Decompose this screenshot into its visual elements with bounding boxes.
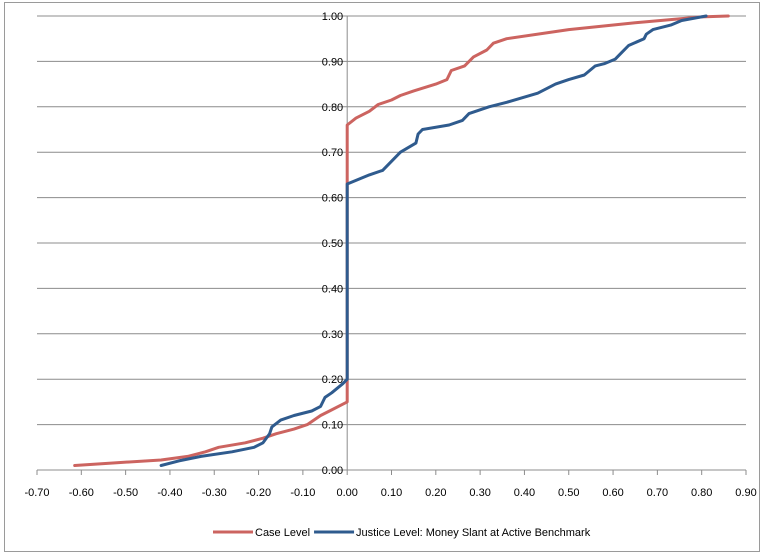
x-tick-label: 0.30 <box>469 487 490 499</box>
x-tick-label: -0.50 <box>113 487 138 499</box>
y-tick-label: 0.70 <box>322 147 343 159</box>
y-tick-label: 0.90 <box>322 56 343 68</box>
legend: Case Level Justice Level: Money Slant at … <box>213 527 591 539</box>
y-tick-label: 0.40 <box>322 283 343 295</box>
x-tick-label: -0.30 <box>202 487 227 499</box>
y-tick-label: 1.00 <box>322 11 343 23</box>
x-tick-label: 0.20 <box>425 487 446 499</box>
y-tick-label: 0.60 <box>322 193 343 205</box>
chart-frame <box>4 2 760 552</box>
y-tick-label: 0.20 <box>322 374 343 386</box>
y-tick-labels: 0.00 0.10 0.20 0.30 0.40 0.50 0.60 0.70 0.80 0.90… <box>322 11 343 477</box>
y-tick-label: 0.00 <box>322 465 343 477</box>
legend-label-1: Case Level <box>255 527 310 539</box>
x-tick-label: -0.60 <box>69 487 94 499</box>
x-tick-labels: -0.70 -0.60 -0.50 -0.40 -0.30 -0.20 -0.10 0.00 0… <box>24 487 756 499</box>
x-tick-label: -0.70 <box>24 487 49 499</box>
x-tick-label: 0.50 <box>558 487 579 499</box>
x-tick-label: -0.20 <box>246 487 271 499</box>
legend-label-2: Justice Level: Money Slant at Active Ben… <box>356 527 591 539</box>
y-tick-label: 0.10 <box>322 420 343 432</box>
x-tick-label: 0.80 <box>691 487 712 499</box>
x-tick-label: -0.10 <box>290 487 315 499</box>
series-lines <box>73 14 730 467</box>
x-tick-label: 0.00 <box>336 487 357 499</box>
x-tick-label: -0.40 <box>157 487 182 499</box>
x-tick-label: 0.40 <box>514 487 535 499</box>
y-tick-label: 0.30 <box>322 329 343 341</box>
x-tick-label: 0.10 <box>381 487 402 499</box>
x-tick-label: 0.70 <box>647 487 668 499</box>
series-line-1 <box>73 14 730 467</box>
gridlines <box>37 15 746 471</box>
y-tick-label: 0.80 <box>322 102 343 114</box>
series-line-2 <box>159 14 708 467</box>
x-tick-label: 0.60 <box>602 487 623 499</box>
x-tick-label: 0.90 <box>735 487 756 499</box>
y-tick-label: 0.50 <box>322 238 343 250</box>
axes <box>36 16 747 475</box>
